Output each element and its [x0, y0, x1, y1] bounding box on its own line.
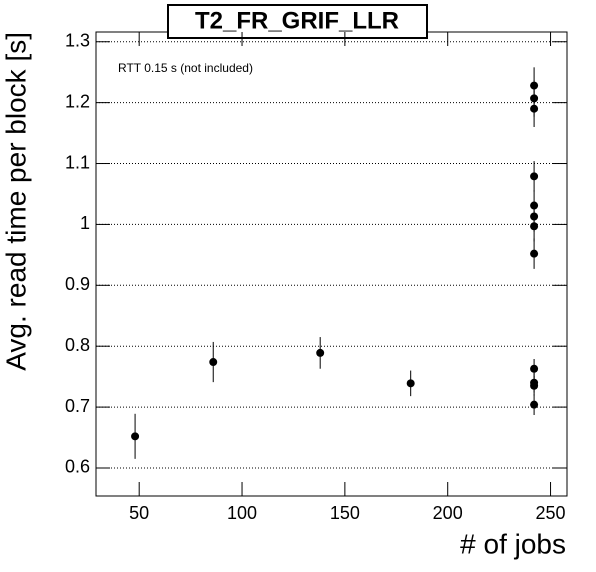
x-tick-label: 200	[433, 503, 463, 523]
y-tick-label: 1.1	[65, 152, 90, 172]
data-point	[530, 249, 539, 258]
data-point	[131, 432, 140, 441]
y-axis-label: Avg. read time per block [s]	[0, 32, 31, 371]
y-tick-label: 1.2	[65, 91, 90, 111]
data-point	[530, 104, 539, 113]
x-tick-label: 150	[330, 503, 360, 523]
y-tick-label: 0.9	[65, 274, 90, 294]
x-tick-label: 50	[129, 503, 149, 523]
data-point	[406, 379, 415, 388]
data-point	[530, 222, 539, 231]
data-point	[530, 381, 539, 390]
x-tick-label: 100	[227, 503, 257, 523]
title-box	[167, 4, 428, 39]
x-tick-label: 250	[536, 503, 566, 523]
data-point	[316, 348, 325, 357]
y-tick-label: 0.6	[65, 457, 90, 477]
chart-title: T2_FR_GRIF_LLR	[195, 7, 399, 34]
y-tick-label: 0.8	[65, 335, 90, 355]
x-axis-label: # of jobs	[460, 528, 566, 559]
annotation: RTT 0.15 s (not included)	[118, 61, 253, 75]
data-point	[530, 364, 539, 373]
data-point	[530, 172, 539, 181]
data-point	[530, 400, 539, 409]
y-tick-label: 1	[80, 213, 90, 233]
data-point	[209, 358, 218, 367]
y-tick-label: 1.3	[65, 30, 90, 50]
y-tick-label: 0.7	[65, 396, 90, 416]
